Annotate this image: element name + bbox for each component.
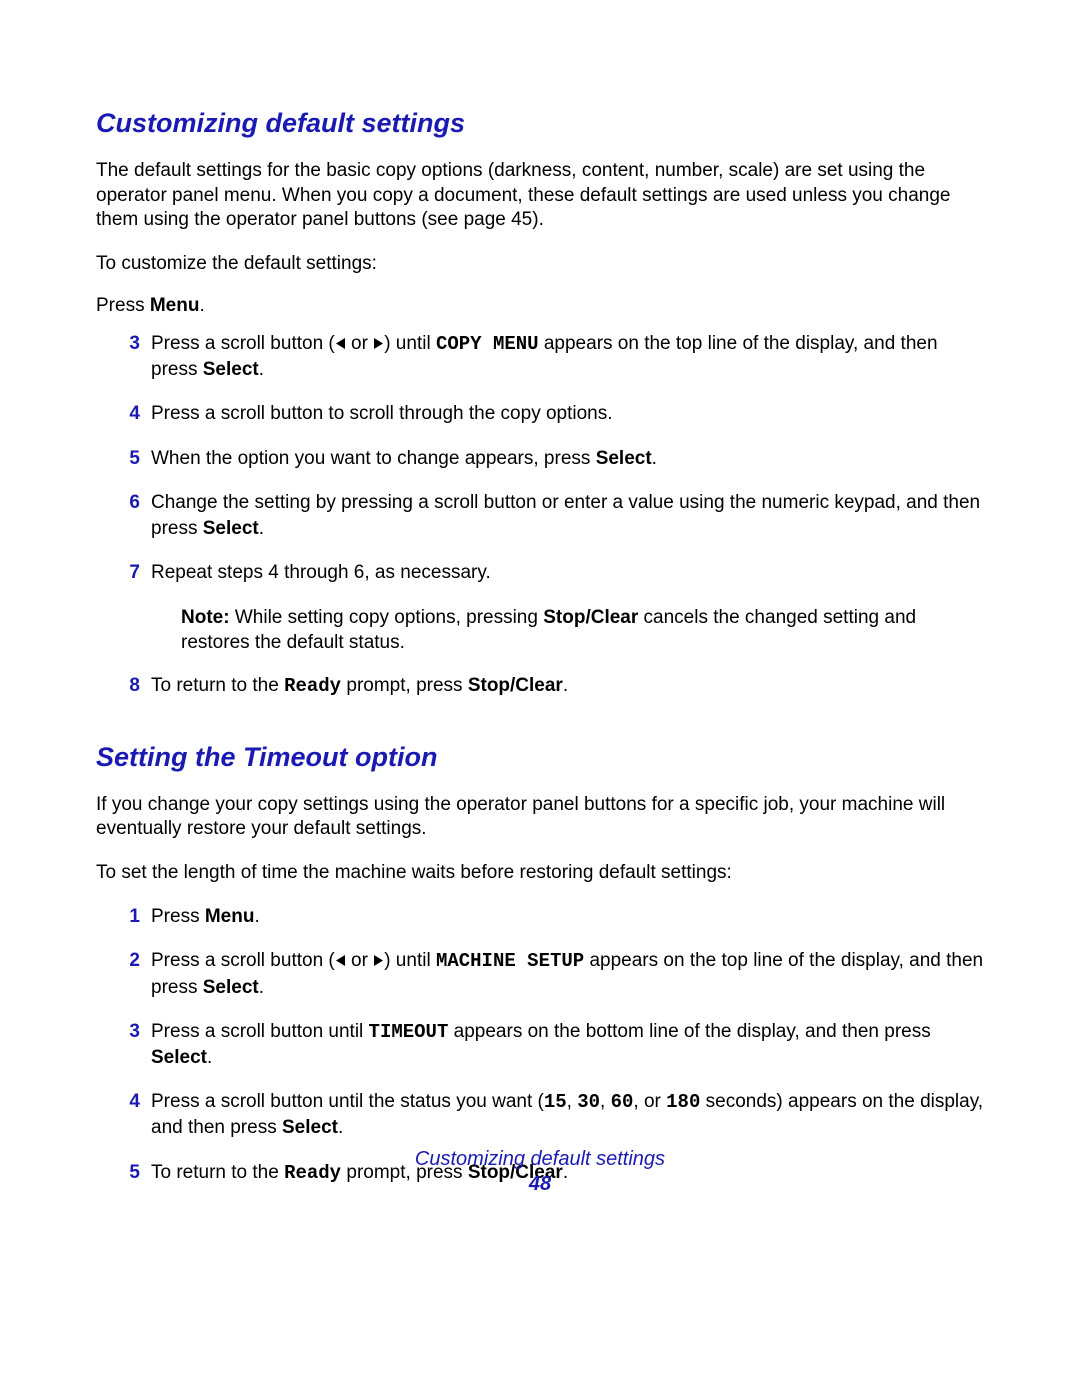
section-heading-timeout: Setting the Timeout option: [96, 742, 988, 773]
step-number: 4: [120, 401, 140, 427]
step-number: 2: [120, 948, 140, 974]
paragraph: The default settings for the basic copy …: [96, 159, 988, 233]
paragraph: If you change your copy settings using t…: [96, 793, 988, 842]
step-item: 8 To return to the Ready prompt, press S…: [96, 673, 988, 699]
step-item: 1 Press Menu.: [96, 904, 988, 930]
triangle-right-icon: [373, 337, 384, 350]
triangle-left-icon: [335, 337, 346, 350]
step-number: 6: [120, 490, 140, 516]
step-number: 5: [120, 446, 140, 472]
paragraph: To customize the default settings:: [96, 252, 988, 277]
page-footer: Customizing default settings 48: [0, 1148, 1080, 1196]
triangle-left-icon: [335, 954, 346, 967]
step-item: 3 Press a scroll button until TIMEOUT ap…: [96, 1019, 988, 1071]
step-number: 3: [120, 331, 140, 357]
step-item: 4 Press a scroll button until the status…: [96, 1089, 988, 1141]
step-number: 3: [120, 1019, 140, 1045]
step-item: 6 Change the setting by pressing a scrol…: [96, 490, 988, 542]
step-number: 7: [120, 560, 140, 586]
step-number: 1: [120, 904, 140, 930]
note-block: Note: While setting copy options, pressi…: [181, 605, 988, 656]
steps-list-2: 1 Press Menu. 2 Press a scroll button ( …: [96, 904, 988, 1186]
press-menu-line: Press Menu.: [96, 295, 988, 317]
steps-list-1: 3 Press a scroll button ( or ) until COP…: [96, 331, 988, 587]
paragraph: To set the length of time the machine wa…: [96, 861, 988, 886]
footer-page-number: 48: [0, 1173, 1080, 1196]
triangle-right-icon: [373, 954, 384, 967]
step-item: 3 Press a scroll button ( or ) until COP…: [96, 331, 988, 383]
steps-list-1b: 8 To return to the Ready prompt, press S…: [96, 673, 988, 699]
step-number: 4: [120, 1089, 140, 1115]
step-item: 4 Press a scroll button to scroll throug…: [96, 401, 988, 427]
step-item: 5 When the option you want to change app…: [96, 446, 988, 472]
document-page: Customizing default settings The default…: [0, 0, 1080, 1397]
step-item: 2 Press a scroll button ( or ) until MAC…: [96, 948, 988, 1000]
step-item: 7 Repeat steps 4 through 6, as necessary…: [96, 560, 988, 586]
footer-title: Customizing default settings: [0, 1148, 1080, 1171]
section-heading-customizing: Customizing default settings: [96, 108, 988, 139]
step-number: 8: [120, 673, 140, 699]
